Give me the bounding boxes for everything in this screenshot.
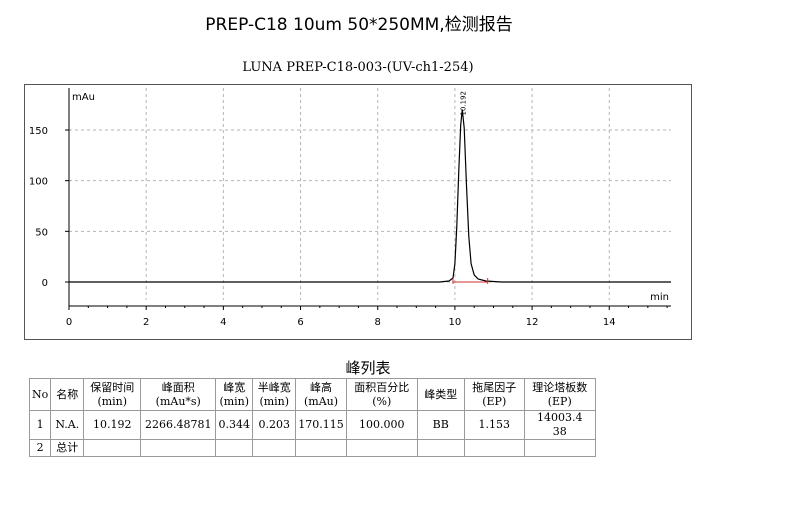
peak-table: No 名称 保留时间 (min) 峰面积 (mAu*s) 峰宽 (min) 半峰…: [28, 378, 596, 457]
cell-plate-count: 14003.4 38: [523, 410, 596, 440]
header-half-width: 半峰宽 (min): [252, 378, 297, 411]
x-tick-label: 10: [449, 317, 462, 328]
chromatogram-trace: [69, 109, 671, 283]
cell-no: 2: [28, 439, 52, 457]
header-peak-width: 峰宽 (min): [215, 378, 254, 411]
labels: 0 50 100 150 0 2 4 6 8 10 12 14 mAu min 10.192: [29, 91, 669, 328]
cell-tailing-factor: [463, 439, 525, 457]
series-layer: [69, 109, 671, 284]
y-tick-label: 150: [29, 126, 48, 137]
cell-peak-height: 170.115: [295, 410, 347, 440]
axes: [65, 88, 671, 310]
table-row: 1 N.A. 10.192 2266.48781 0.344 0.203 170…: [28, 410, 596, 440]
table-row-total: 2 总计: [28, 439, 596, 457]
cell-name: 总计: [50, 439, 85, 457]
header-retention-time: 保留时间 (min): [83, 378, 142, 411]
cell-name: N.A.: [50, 410, 85, 440]
cell-peak-width: [215, 439, 254, 457]
cell-peak-width: 0.344: [215, 410, 254, 440]
cell-area-percent: [345, 439, 418, 457]
chart-title: LUNA PREP-C18-003-(UV-ch1-254): [242, 60, 474, 75]
cell-peak-height: [295, 439, 347, 457]
x-tick-label: 14: [603, 317, 616, 328]
chart-frame: [24, 84, 692, 340]
x-axis-label: min: [650, 292, 669, 303]
y-tick-label: 100: [29, 177, 48, 188]
cell-half-width: [252, 439, 297, 457]
cell-retention-time: 10.192: [83, 410, 142, 440]
header-peak-area: 峰面积 (mAu*s): [140, 378, 217, 411]
cell-area-percent: 100.000: [345, 410, 418, 440]
header-peak-type: 峰类型: [416, 378, 465, 411]
cell-peak-area: [140, 439, 217, 457]
cell-peak-type: BB: [416, 410, 465, 440]
header-tailing-factor: 拖尾因子 (EP): [463, 378, 525, 411]
header-peak-height: 峰高 (mAu): [295, 378, 347, 411]
x-tick-label: 2: [143, 317, 149, 328]
header-name: 名称: [50, 378, 85, 411]
x-tick-label: 6: [297, 317, 303, 328]
header-no: No: [28, 378, 52, 411]
peak-table-title: 峰列表: [345, 359, 391, 377]
cell-plate-count: [523, 439, 596, 457]
x-tick-label: 12: [526, 317, 539, 328]
cell-tailing-factor: 1.153: [463, 410, 525, 440]
cell-no: 1: [28, 410, 52, 440]
header-plate-count: 理论塔板数 (EP): [523, 378, 596, 411]
cell-peak-type: [416, 439, 465, 457]
y-tick-label: 0: [42, 278, 48, 289]
header-area-percent: 面积百分比 (%): [345, 378, 418, 411]
cell-peak-area: 2266.48781: [140, 410, 217, 440]
page-title: PREP-C18 10um 50*250MM,检测报告: [205, 15, 513, 35]
cell-half-width: 0.203: [252, 410, 297, 440]
y-axis-label: mAu: [72, 92, 95, 103]
x-tick-label: 0: [66, 317, 72, 328]
cell-retention-time: [83, 439, 142, 457]
x-tick-label: 8: [375, 317, 381, 328]
peak-table-header-row: No 名称 保留时间 (min) 峰面积 (mAu*s) 峰宽 (min) 半峰…: [28, 378, 596, 411]
x-tick-label: 4: [220, 317, 226, 328]
y-tick-label: 50: [35, 227, 48, 238]
grid: [69, 88, 671, 300]
peak-label: 10.192: [459, 91, 467, 116]
